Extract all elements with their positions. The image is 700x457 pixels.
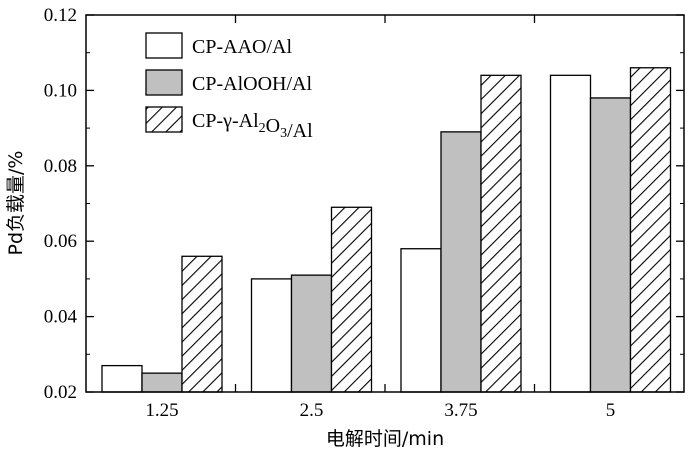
bar-series1-3.75 <box>400 248 442 393</box>
x-tick-label: 1.25 <box>145 400 178 421</box>
legend-swatch-1 <box>145 32 183 59</box>
legend-swatch-3 <box>145 106 183 133</box>
y-tick-label: 0.08 <box>44 156 77 177</box>
legend-swatch-2 <box>145 69 183 96</box>
bar-series1-1.25 <box>101 364 143 393</box>
bars-layer <box>101 67 672 393</box>
y-tick-label: 0.10 <box>44 80 77 101</box>
y-tick-label: 0.04 <box>44 307 78 328</box>
bar-series2-1.25 <box>141 372 183 393</box>
legend: CP-AAO/Al CP-AlOOH/Al CP-γ-Al2O3/Al <box>145 32 313 142</box>
x-tick-label: 2.5 <box>300 400 324 421</box>
legend-label-1: CP-AAO/Al <box>192 36 292 58</box>
x-tick-label: 5 <box>606 400 616 421</box>
bar-series2-3.75 <box>440 131 482 393</box>
bar-series2-2.5 <box>290 274 333 393</box>
legend-label-3: CP-γ-Al2O3/Al <box>192 110 313 142</box>
bar-series3-5 <box>629 67 672 393</box>
bar-series1-5 <box>549 74 592 393</box>
bar-series1-2.5 <box>250 278 293 393</box>
bar-series3-3.75 <box>480 74 522 393</box>
y-tick-label: 0.12 <box>44 5 77 26</box>
bar-series3-2.5 <box>330 206 373 393</box>
y-axis-title: Pd负载量/% <box>5 151 27 256</box>
bar-series3-1.25 <box>181 255 223 393</box>
y-tick-label: 0.06 <box>44 231 77 252</box>
y-axis: 0.02 0.04 0.06 0.08 0.10 0.12 <box>44 5 684 403</box>
x-axis-title: 电解时间/min <box>326 428 444 450</box>
legend-label-2: CP-AlOOH/Al <box>192 73 312 95</box>
x-tick-label: 3.75 <box>444 400 477 421</box>
x-axis: 1.25 2.5 3.75 5 <box>145 15 615 421</box>
y-tick-label: 0.02 <box>44 382 77 403</box>
bar-series2-5 <box>589 97 632 393</box>
